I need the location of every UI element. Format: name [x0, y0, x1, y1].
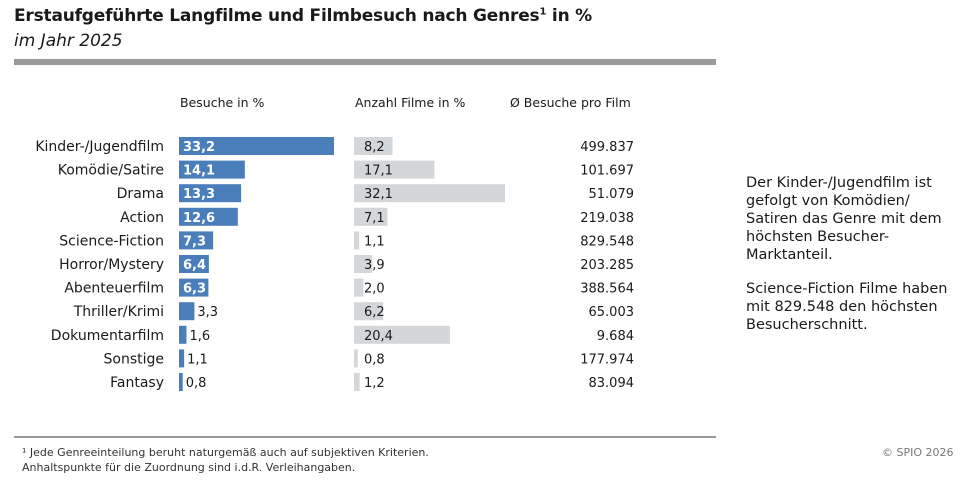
besuche-value-label: 1,1	[187, 352, 208, 367]
avg-value-label: 51.079	[589, 187, 635, 202]
filme-value-label: 17,1	[364, 164, 393, 179]
category-label: Sonstige	[104, 351, 165, 367]
avg-value-label: 219.038	[580, 211, 634, 226]
footnote: ¹ Jede Genreeinteilung beruht naturgemäß…	[22, 446, 429, 475]
column-header-filme: Anzahl Filme in %	[355, 95, 466, 110]
besuche-value-label: 14,1	[183, 164, 215, 179]
category-label: Thriller/Krimi	[73, 304, 164, 320]
footnote-line-2: Anhaltspunkte für die Zuordnung sind i.d…	[22, 460, 356, 474]
filme-bar	[354, 207, 388, 226]
filme-bar	[354, 278, 364, 297]
chart-title-text: Erstaufgeführte Langfilme und Filmbesuch…	[14, 6, 540, 26]
avg-value-label: 388.564	[580, 282, 634, 297]
besuche-value-label: 6,4	[183, 258, 206, 273]
category-label: Fantasy	[110, 375, 164, 391]
filme-bar	[354, 302, 384, 321]
filme-value-label: 8,2	[364, 140, 385, 155]
avg-value-label: 9.684	[597, 329, 634, 344]
column-header-avg: Ø Besuche pro Film	[510, 95, 631, 110]
category-label: Abenteuerfilm	[64, 281, 164, 297]
besuche-bar	[179, 137, 334, 155]
besuche-bar	[179, 255, 209, 273]
sidebar-note-2: Science-Fiction Filme haben mit 829.548 …	[746, 281, 948, 333]
avg-value-label: 499.837	[580, 140, 634, 155]
avg-value-label: 203.285	[580, 258, 634, 273]
filme-value-label: 6,2	[364, 305, 385, 320]
besuche-bar	[179, 160, 245, 179]
besuche-value-label: 0,8	[186, 376, 207, 391]
avg-value-label: 829.548	[580, 234, 634, 249]
category-label: Science-Fiction	[59, 233, 164, 249]
filme-value-label: 0,8	[364, 352, 385, 367]
besuche-bar	[179, 184, 242, 203]
besuche-value-label: 1,6	[189, 329, 210, 344]
filme-value-label: 1,2	[364, 376, 385, 391]
besuche-bar	[179, 302, 195, 321]
filme-value-label: 20,4	[364, 329, 393, 344]
category-label: Kinder-/Jugendfilm	[35, 139, 164, 155]
besuche-value-label: 7,3	[183, 234, 206, 249]
column-header-besuche: Besuche in %	[180, 95, 265, 110]
category-label: Komödie/Satire	[58, 163, 164, 179]
filme-bar	[354, 231, 360, 250]
avg-value-label: 65.003	[589, 305, 635, 320]
filme-bar	[354, 325, 450, 344]
filme-bar	[354, 160, 435, 179]
category-label: Drama	[117, 186, 164, 202]
besuche-value-label: 12,6	[183, 211, 215, 226]
copyright: © SPIO 2026	[882, 446, 954, 459]
top-rule	[14, 59, 716, 65]
besuche-bar	[179, 349, 185, 368]
besuche-value-label: 6,3	[183, 282, 206, 297]
footnote-marker: 1	[539, 6, 547, 18]
filme-value-label: 2,0	[364, 282, 385, 297]
filme-bar	[354, 349, 358, 368]
filme-value-label: 32,1	[364, 187, 393, 202]
besuche-bar	[179, 207, 238, 226]
besuche-value-label: 13,3	[183, 187, 215, 202]
chart-title: Erstaufgeführte Langfilme und Filmbesuch…	[14, 6, 592, 26]
filme-bar	[354, 137, 393, 155]
category-label: Action	[120, 210, 164, 226]
filme-bar	[354, 373, 360, 391]
chart-title-suffix: in %	[546, 6, 593, 26]
filme-bar	[354, 255, 373, 273]
filme-value-label: 7,1	[364, 211, 385, 226]
filme-value-label: 1,1	[364, 234, 385, 249]
filme-value-label: 3,9	[364, 258, 385, 273]
besuche-bar	[179, 325, 187, 344]
besuche-bar	[179, 278, 209, 297]
besuche-bar	[179, 231, 214, 250]
footnote-line-1: ¹ Jede Genreeinteilung beruht naturgemäß…	[22, 446, 429, 459]
besuche-value-label: 3,3	[197, 305, 218, 320]
filme-bar	[354, 184, 505, 203]
besuche-bar	[179, 373, 183, 391]
avg-value-label: 177.974	[580, 352, 634, 367]
category-label: Horror/Mystery	[59, 257, 164, 273]
bottom-rule	[14, 436, 716, 438]
besuche-value-label: 33,2	[183, 140, 215, 155]
sidebar-note-1: Der Kinder-/Jugendfilm ist gefolgt von K…	[746, 175, 942, 263]
category-label: Dokumentarfilm	[51, 328, 164, 344]
avg-value-label: 83.094	[589, 376, 635, 391]
avg-value-label: 101.697	[580, 164, 634, 179]
chart-subtitle: im Jahr 2025	[14, 31, 123, 51]
